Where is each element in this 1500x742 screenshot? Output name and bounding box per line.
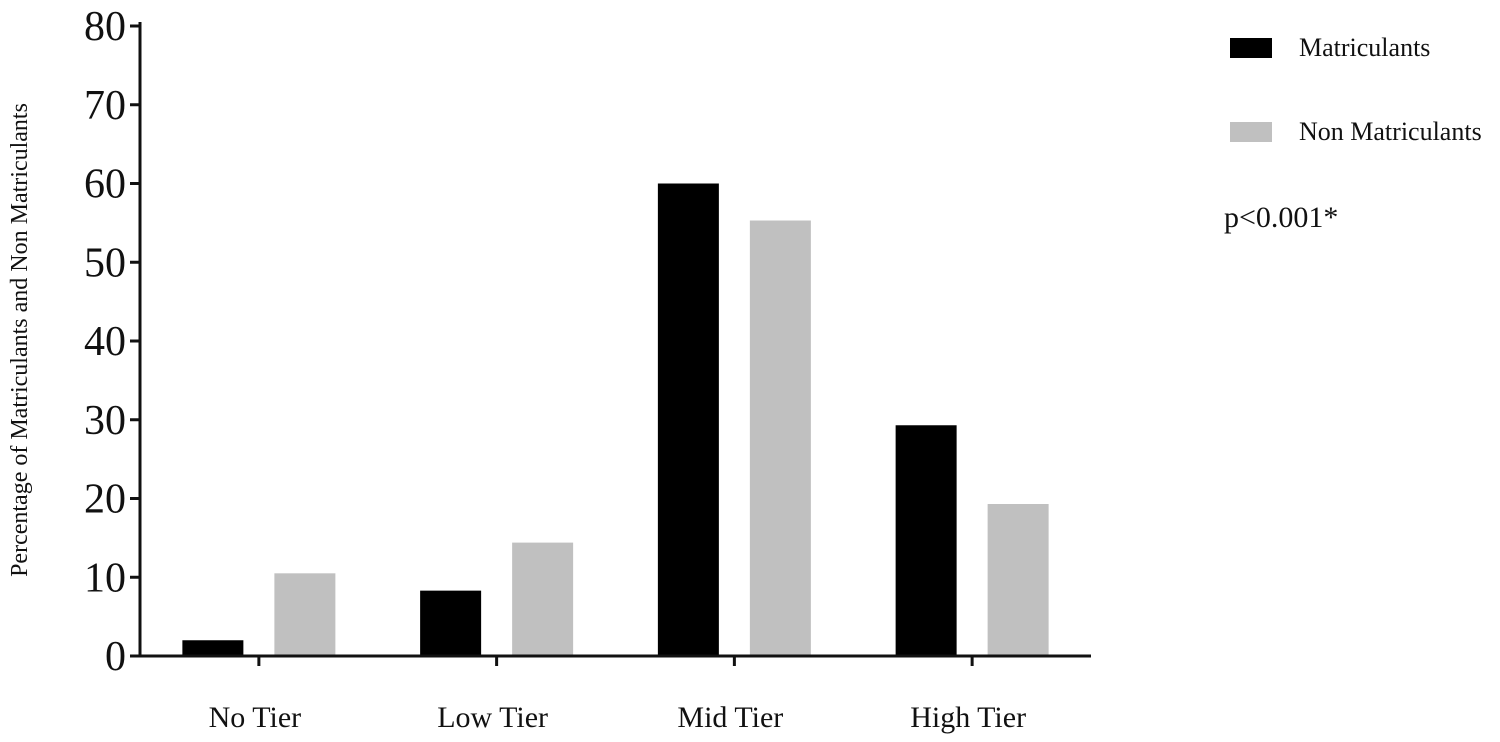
y-axis-ticks: 0 10 20 30 40 50 60 70 80	[84, 4, 140, 680]
x-category-label: Mid Tier	[677, 701, 783, 734]
y-tick-label: 30	[84, 398, 126, 444]
y-tick-label: 0	[105, 634, 126, 680]
bars	[182, 183, 1049, 656]
legend-label-matriculants: Matriculants	[1299, 33, 1430, 62]
legend: Matriculants Non Matriculants	[1230, 33, 1482, 146]
bar-matriculants	[895, 425, 957, 656]
legend-swatch-non-matriculants	[1230, 122, 1272, 142]
bar-non-matriculants	[987, 504, 1049, 656]
x-category-label: Low Tier	[437, 701, 548, 734]
y-tick-label: 20	[84, 477, 126, 523]
legend-label-non-matriculants: Non Matriculants	[1299, 117, 1482, 146]
bar-matriculants	[182, 640, 244, 656]
bar-non-matriculants	[274, 573, 336, 656]
bar-non-matriculants	[749, 220, 811, 656]
y-tick-label: 10	[84, 555, 126, 601]
y-tick-label: 70	[84, 83, 126, 129]
x-axis-ticks: No Tier Low Tier Mid Tier High Tier	[209, 656, 1026, 734]
y-tick-label: 80	[84, 4, 126, 50]
x-category-label: No Tier	[209, 701, 302, 734]
bar-matriculants	[420, 590, 482, 656]
bar-non-matriculants	[512, 542, 574, 656]
legend-swatch-matriculants	[1230, 38, 1272, 58]
x-category-label: High Tier	[910, 701, 1026, 734]
y-axis-label: Percentage of Matriculants and Non Matri…	[7, 103, 33, 577]
y-tick-label: 50	[84, 240, 126, 286]
p-value-annotation: p<0.001*	[1224, 201, 1338, 234]
y-tick-label: 40	[84, 319, 126, 365]
y-tick-label: 60	[84, 162, 126, 208]
bar-matriculants	[657, 183, 719, 656]
